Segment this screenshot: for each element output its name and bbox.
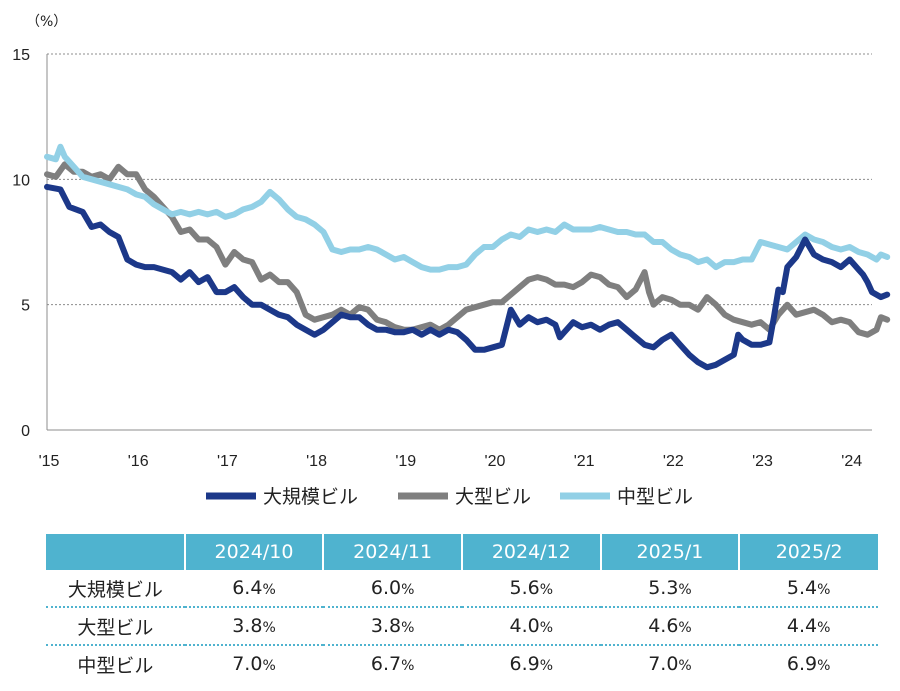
cell-value: 5.3 <box>648 577 679 599</box>
cell-value: 6.7 <box>370 653 402 675</box>
series-line-2 <box>44 143 891 273</box>
y-unit-label: （%） <box>26 14 67 30</box>
table-header-row: 2024/10 2024/11 2024/12 2025/1 2025/2 <box>46 534 878 570</box>
table-cell: 7.0% <box>185 645 324 682</box>
table-row: 中型ビル 7.0% 6.7% 6.9% 7.0% 6.9% <box>46 645 878 682</box>
table-cell: 6.7% <box>323 645 462 682</box>
cell-unit: % <box>678 658 692 674</box>
cell-value: 4.0 <box>509 615 540 637</box>
cell-unit: % <box>817 620 831 636</box>
row-label: 大型ビル <box>46 607 185 646</box>
cell-value: 3.8 <box>232 615 263 637</box>
table-cell: 7.0% <box>601 645 740 682</box>
table-cell: 4.6% <box>600 607 740 646</box>
table-cell: 4.4% <box>739 607 878 646</box>
table-cell: 6.0% <box>323 570 462 608</box>
cell-value: 5.6 <box>509 577 540 599</box>
x-tick-label: '21 <box>574 453 595 470</box>
legend-label: 中型ビル <box>617 486 693 508</box>
row-label: 大規模ビル <box>46 570 185 608</box>
cell-unit: % <box>817 582 831 598</box>
cell-unit: % <box>539 620 554 636</box>
table-cell: 4.0% <box>461 607 601 646</box>
cell-unit: % <box>262 620 276 636</box>
cell-unit: % <box>539 582 554 598</box>
table-row: 大規模ビル 6.4% 6.0% 5.6% 5.3% 5.4% <box>46 570 878 608</box>
table-cell: 5.3% <box>600 570 740 608</box>
series-lines <box>44 143 891 371</box>
legend-label: 大型ビル <box>455 486 531 508</box>
cell-value: 6.4 <box>232 577 263 599</box>
cell-value: 7.0 <box>232 653 263 675</box>
legend-label: 大規模ビル <box>263 486 358 508</box>
table-header-empty <box>46 534 186 570</box>
cell-unit: % <box>539 658 554 674</box>
x-tick-label: '22 <box>663 453 684 470</box>
table-cell: 6.9% <box>739 645 878 682</box>
x-tick-label: '15 <box>39 453 60 470</box>
cell-unit: % <box>401 582 415 598</box>
y-tick-label: 0 <box>21 423 30 440</box>
x-tick-label: '16 <box>128 453 149 470</box>
table-cell: 3.8% <box>184 607 324 646</box>
table-header: 2024/12 <box>461 534 602 570</box>
table-row: 大型ビル 3.8% 3.8% 4.0% 4.6% 4.4% <box>46 607 878 646</box>
grid-lines <box>46 53 872 431</box>
cell-unit: % <box>401 658 415 674</box>
cell-value: 4.6 <box>648 615 679 637</box>
x-tick-label: '20 <box>485 453 506 470</box>
cell-unit: % <box>678 582 692 598</box>
cell-unit: % <box>262 658 276 674</box>
cell-unit: % <box>262 582 276 598</box>
table-cell: 3.8% <box>323 607 462 646</box>
x-tick-label: '17 <box>217 453 238 470</box>
cell-unit: % <box>401 620 415 636</box>
row-label: 中型ビル <box>77 654 154 677</box>
cell-value: 6.9 <box>509 653 540 675</box>
cell-value: 6.9 <box>786 653 818 675</box>
vacancy-table: 2024/10 2024/11 2024/12 2025/1 2025/2 大規… <box>46 534 878 682</box>
y-tick-labels: 0 5 10 15 <box>12 47 30 440</box>
table-header: 2025/1 <box>600 534 741 570</box>
table-header: 2025/2 <box>739 534 878 570</box>
table-header: 2024/10 <box>184 534 325 570</box>
y-tick-label: 5 <box>21 298 30 315</box>
cell-value: 7.0 <box>648 653 679 675</box>
legend: 大規模ビル 大型ビル 中型ビル <box>206 486 693 508</box>
y-tick-label: 10 <box>12 172 30 189</box>
x-tick-label: '19 <box>395 453 416 470</box>
x-tick-label: '23 <box>752 453 773 470</box>
cell-value: 6.0 <box>370 577 402 599</box>
table-cell: 5.6% <box>461 570 601 608</box>
table-header: 2024/11 <box>323 534 463 570</box>
cell-value: 5.4 <box>786 577 818 599</box>
cell-value: 3.8 <box>370 615 402 637</box>
table-cell: 6.4% <box>184 570 324 608</box>
cell-unit: % <box>817 658 831 674</box>
x-tick-labels: '15 '16 '17 '18 '19 '20 '21 '22 '23 '24 <box>39 453 863 470</box>
x-tick-label: '18 <box>306 453 327 470</box>
cell-value: 4.4 <box>786 615 818 637</box>
series-line-0 <box>44 183 891 371</box>
y-tick-label: 15 <box>12 47 30 64</box>
table-cell: 6.9% <box>462 645 601 682</box>
series-line-1 <box>44 161 891 338</box>
table-cell: 5.4% <box>739 570 878 608</box>
cell-unit: % <box>678 620 692 636</box>
x-tick-label: '24 <box>841 453 862 470</box>
vacancy-rate-line-chart: （%） 0 5 10 15 '15 '16 '17 '18 '19 '20 '21 '22 '23 '2… <box>12 14 891 508</box>
